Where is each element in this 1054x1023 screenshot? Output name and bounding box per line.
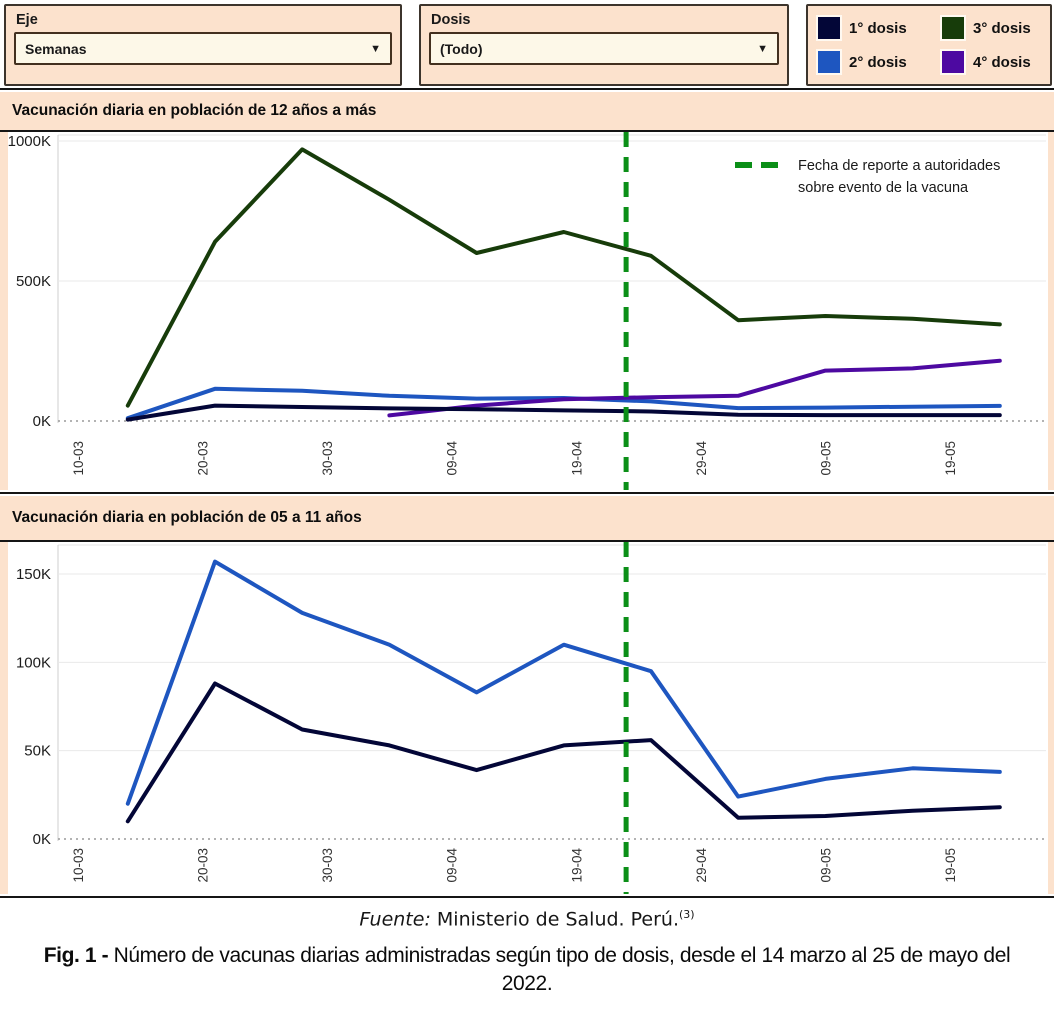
- svg-text:50K: 50K: [24, 743, 51, 760]
- legend-item[interactable]: 1° dosis: [818, 12, 916, 44]
- chart2-area: 0K 50K 100K 150K 10-03 20-03 30-03 09-04 19-04 29…: [0, 542, 1054, 894]
- svg-text:20-03: 20-03: [196, 441, 211, 476]
- separator: [0, 88, 1054, 90]
- legend-label: 1° dosis: [849, 19, 907, 37]
- chart1[interactable]: 0K 500K 1000K 10-03 20-03 30-03 09-04 19-04 29-0…: [8, 132, 1048, 490]
- source-caption-label: Fuente:: [359, 908, 431, 931]
- legend-swatch: [942, 17, 964, 39]
- dosis-select[interactable]: (Todo) ▼: [429, 32, 779, 65]
- legend-label: 4° dosis: [973, 53, 1031, 71]
- chart1-title: Vacunación diaria en población de 12 año…: [12, 102, 377, 119]
- svg-text:sobre evento de la vacuna: sobre evento de la vacuna: [798, 180, 969, 196]
- dosis-select-value: (Todo): [440, 40, 483, 57]
- source-caption: Fuente: Ministerio de Salud. Perú.(3): [0, 908, 1054, 930]
- chevron-down-icon: ▼: [757, 42, 768, 55]
- svg-text:100K: 100K: [16, 654, 51, 671]
- svg-text:29-04: 29-04: [694, 848, 709, 883]
- chart1-area: 0K 500K 1000K 10-03 20-03 30-03 09-04 19-04 29-0…: [0, 132, 1054, 490]
- eje-label: Eje: [16, 12, 38, 28]
- svg-text:19-04: 19-04: [569, 441, 584, 476]
- dosis-label: Dosis: [431, 12, 471, 28]
- svg-text:10-03: 10-03: [71, 441, 86, 476]
- figure-caption-text: Número de vacunas diarias administradas …: [113, 944, 1011, 995]
- legend-swatch: [818, 51, 840, 73]
- legend-item[interactable]: 3° dosis: [942, 12, 1040, 44]
- legend-swatch: [942, 51, 964, 73]
- svg-text:09-04: 09-04: [445, 441, 460, 476]
- eje-select-value: Semanas: [25, 40, 87, 57]
- svg-text:500K: 500K: [16, 273, 51, 290]
- legend-label: 3° dosis: [973, 19, 1031, 37]
- svg-text:0K: 0K: [33, 831, 51, 848]
- legend-label: 2° dosis: [849, 53, 907, 71]
- legend-panel: 1° dosis 2° dosis 3° dosis 4° dosis: [806, 4, 1052, 86]
- chart2[interactable]: 0K 50K 100K 150K 10-03 20-03 30-03 09-04 19-04 29…: [8, 542, 1048, 894]
- dosis-panel: Dosis (Todo) ▼: [419, 4, 789, 86]
- chevron-down-icon: ▼: [370, 42, 381, 55]
- svg-text:09-05: 09-05: [818, 848, 833, 883]
- svg-text:10-03: 10-03: [71, 848, 86, 883]
- eje-panel: Eje Semanas ▼: [4, 4, 402, 86]
- figure-caption: Fig. 1 - Número de vacunas diarias admin…: [22, 942, 1032, 997]
- svg-text:19-04: 19-04: [569, 848, 584, 883]
- legend-item[interactable]: 4° dosis: [942, 46, 1040, 78]
- chart1-title-bar: Vacunación diaria en población de 12 año…: [0, 92, 1054, 132]
- svg-text:0K: 0K: [33, 413, 51, 430]
- svg-text:29-04: 29-04: [694, 441, 709, 476]
- svg-text:150K: 150K: [16, 566, 51, 583]
- svg-text:19-05: 19-05: [943, 441, 958, 476]
- separator: [0, 896, 1054, 898]
- svg-text:09-05: 09-05: [818, 441, 833, 476]
- svg-text:30-03: 30-03: [320, 441, 335, 476]
- svg-text:19-05: 19-05: [943, 848, 958, 883]
- svg-text:20-03: 20-03: [196, 848, 211, 883]
- legend-item[interactable]: 2° dosis: [818, 46, 916, 78]
- legend-swatch: [818, 17, 840, 39]
- legend-items: 1° dosis 2° dosis 3° dosis 4° dosis: [818, 12, 1040, 78]
- svg-text:30-03: 30-03: [320, 848, 335, 883]
- separator: [0, 492, 1054, 494]
- svg-text:Fecha de reporte a autoridades: Fecha de reporte a autoridades: [798, 158, 1000, 174]
- source-caption-text: Ministerio de Salud. Perú.: [430, 908, 680, 931]
- eje-select[interactable]: Semanas ▼: [14, 32, 392, 65]
- figure-caption-label: Fig. 1 -: [43, 944, 114, 968]
- svg-text:1000K: 1000K: [8, 133, 51, 150]
- source-caption-ref: (3): [679, 908, 695, 921]
- controls-row: Eje Semanas ▼ Dosis (Todo) ▼ 1° dosis 2° …: [0, 0, 1054, 86]
- chart2-title-bar: Vacunación diaria en población de 05 a 1…: [0, 496, 1054, 542]
- chart2-title: Vacunación diaria en población de 05 a 1…: [12, 509, 362, 526]
- svg-text:09-04: 09-04: [445, 848, 460, 883]
